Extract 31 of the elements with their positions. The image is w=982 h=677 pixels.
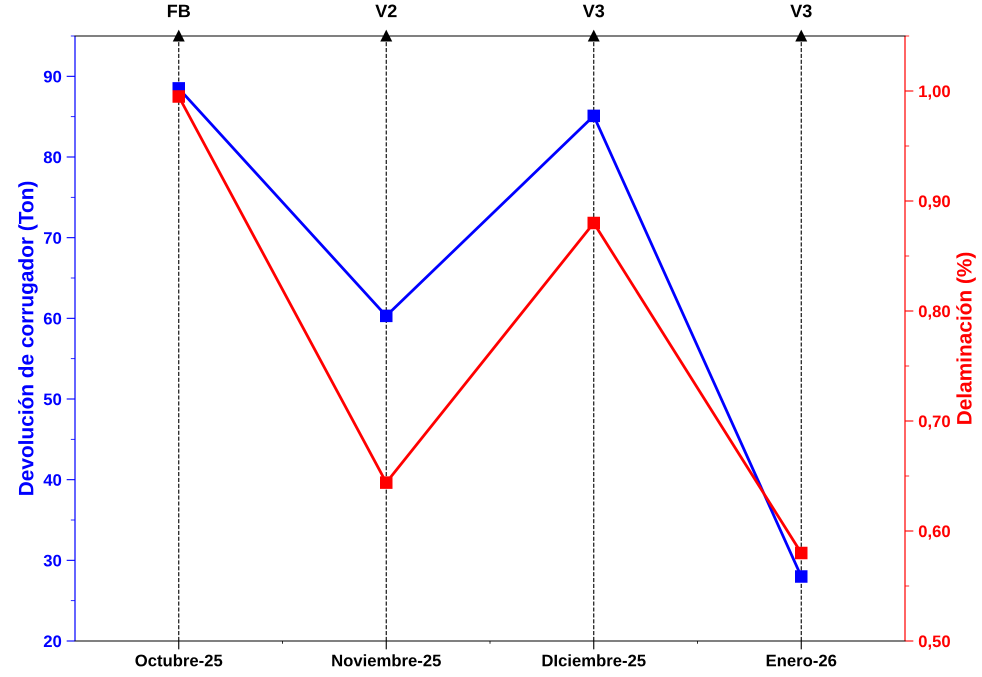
point [588, 110, 600, 122]
y-tick-label: 60 [44, 312, 62, 325]
y2-tick-label: 0,60 [918, 525, 950, 540]
y-axis-title: Devolución de corrugador (Ton) [18, 182, 38, 495]
y-tick-label: 20 [44, 635, 62, 648]
point [795, 570, 808, 583]
point [795, 546, 808, 560]
point [380, 310, 392, 322]
y-tick-label: 50 [44, 393, 62, 406]
y2-tick-label: 0,80 [918, 305, 950, 320]
y2-tick-label: 0,70 [918, 415, 950, 430]
ref-line-label: FB [168, 4, 190, 18]
point [380, 476, 392, 489]
y2-tick-label: 1,00 [919, 85, 950, 100]
y-tick-label: 90 [44, 70, 62, 83]
y-tick-label: 70 [44, 232, 62, 244]
ref-line-label: V3 [790, 4, 812, 18]
x-tick-label: Noviembre-25 [332, 654, 441, 666]
point [172, 90, 185, 103]
y-tick-label: 80 [44, 151, 62, 164]
ref-line-label: V3 [582, 4, 604, 18]
point [588, 216, 600, 230]
x-tick-label: Octubre-25 [135, 654, 222, 666]
x-tick-label: DIciembre-25 [542, 654, 646, 666]
y2-tick-label: 0,50 [918, 635, 950, 650]
y2-tick-label: 0,90 [918, 195, 950, 210]
y-tick-label: 40 [44, 474, 62, 486]
ref-line-label: V2 [375, 4, 397, 18]
y-tick-label: 30 [44, 554, 62, 567]
x-tick-label: Enero-26 [766, 654, 836, 666]
y2-axis-title: Delaminación (%) [956, 252, 976, 424]
